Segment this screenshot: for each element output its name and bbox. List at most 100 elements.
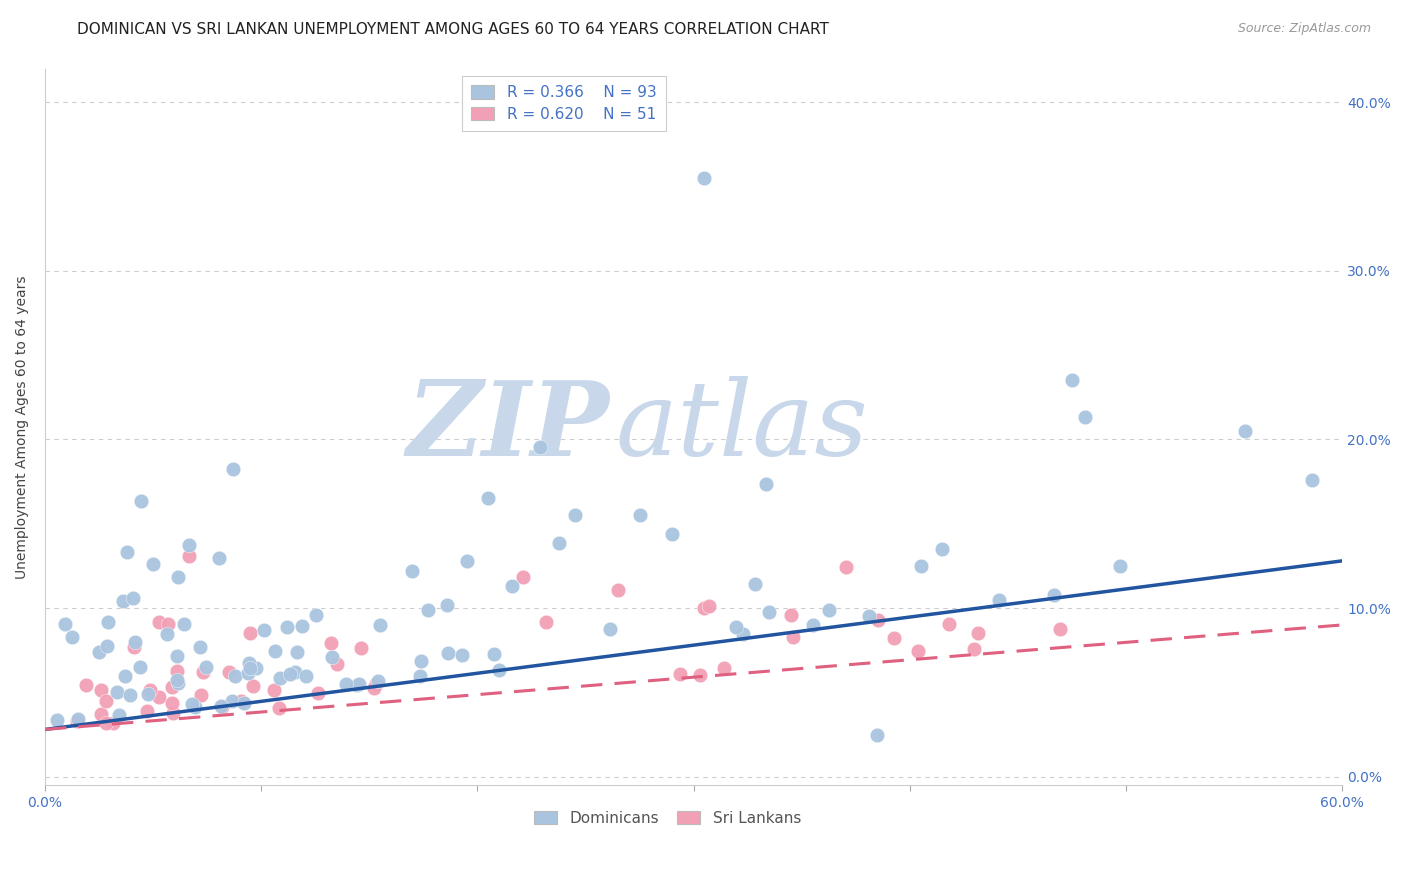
Point <box>488 663 510 677</box>
Text: DOMINICAN VS SRI LANKAN UNEMPLOYMENT AMONG AGES 60 TO 64 YEARS CORRELATION CHART: DOMINICAN VS SRI LANKAN UNEMPLOYMENT AMO… <box>77 22 830 37</box>
Point <box>208 551 231 566</box>
Point <box>733 627 755 641</box>
Point <box>120 688 142 702</box>
Point <box>101 716 124 731</box>
Point <box>276 620 298 634</box>
Point <box>122 640 145 655</box>
Point <box>75 678 97 692</box>
Point <box>411 654 433 668</box>
Legend: Dominicans, Sri Lankans: Dominicans, Sri Lankans <box>526 801 810 835</box>
Point <box>755 476 778 491</box>
Point <box>155 627 177 641</box>
Point <box>190 688 212 702</box>
Point <box>307 686 329 700</box>
Point <box>190 640 212 655</box>
Point <box>253 623 276 637</box>
Point <box>263 682 285 697</box>
Point <box>780 607 803 622</box>
Point <box>858 609 880 624</box>
Point <box>744 577 766 591</box>
Point <box>782 630 804 644</box>
Point <box>60 630 83 644</box>
Point <box>689 668 711 682</box>
Point <box>295 669 318 683</box>
Point <box>105 685 128 699</box>
Point <box>1043 588 1066 602</box>
Point <box>148 690 170 705</box>
Point <box>264 644 287 658</box>
Point <box>285 645 308 659</box>
Point <box>910 558 932 573</box>
Point <box>693 601 716 615</box>
Point <box>209 699 232 714</box>
Point <box>136 704 159 718</box>
Point <box>883 631 905 645</box>
Point <box>803 617 825 632</box>
Point <box>326 657 349 672</box>
Point <box>987 593 1010 607</box>
Point <box>181 697 204 711</box>
Point <box>456 554 478 568</box>
Point <box>221 694 243 708</box>
Point <box>477 491 499 506</box>
Point <box>529 440 551 454</box>
Point <box>367 673 389 688</box>
Point <box>66 712 89 726</box>
Point <box>46 713 69 727</box>
Point <box>278 666 301 681</box>
Point <box>501 578 523 592</box>
Point <box>693 171 716 186</box>
Text: ZIP: ZIP <box>406 376 609 477</box>
Point <box>96 615 118 630</box>
Point <box>450 648 472 662</box>
Point <box>128 659 150 673</box>
Point <box>364 677 387 691</box>
Point <box>229 694 252 708</box>
Point <box>131 494 153 508</box>
Point <box>184 700 207 714</box>
Point <box>661 526 683 541</box>
Point <box>224 669 246 683</box>
Point <box>66 714 89 728</box>
Point <box>89 645 111 659</box>
Point <box>1060 374 1083 388</box>
Point <box>94 715 117 730</box>
Point <box>606 582 628 597</box>
Point <box>713 661 735 675</box>
Point <box>166 673 188 688</box>
Point <box>233 696 256 710</box>
Point <box>239 626 262 640</box>
Point <box>335 677 357 691</box>
Point <box>628 508 651 523</box>
Point <box>401 564 423 578</box>
Point <box>409 669 432 683</box>
Point <box>177 549 200 563</box>
Point <box>166 648 188 663</box>
Point <box>321 636 343 650</box>
Point <box>107 708 129 723</box>
Point <box>938 617 960 632</box>
Point <box>291 619 314 633</box>
Point <box>758 605 780 619</box>
Point <box>818 603 841 617</box>
Point <box>114 669 136 683</box>
Point <box>242 679 264 693</box>
Point <box>191 665 214 680</box>
Point <box>370 617 392 632</box>
Point <box>724 620 747 634</box>
Point <box>269 701 291 715</box>
Point <box>697 599 720 614</box>
Point <box>239 661 262 675</box>
Point <box>284 665 307 679</box>
Point <box>346 678 368 692</box>
Point <box>167 570 190 584</box>
Point <box>211 700 233 714</box>
Text: Source: ZipAtlas.com: Source: ZipAtlas.com <box>1237 22 1371 36</box>
Point <box>931 542 953 557</box>
Point <box>148 615 170 630</box>
Point <box>218 665 240 680</box>
Point <box>90 683 112 698</box>
Point <box>179 538 201 552</box>
Point <box>962 641 984 656</box>
Point <box>221 462 243 476</box>
